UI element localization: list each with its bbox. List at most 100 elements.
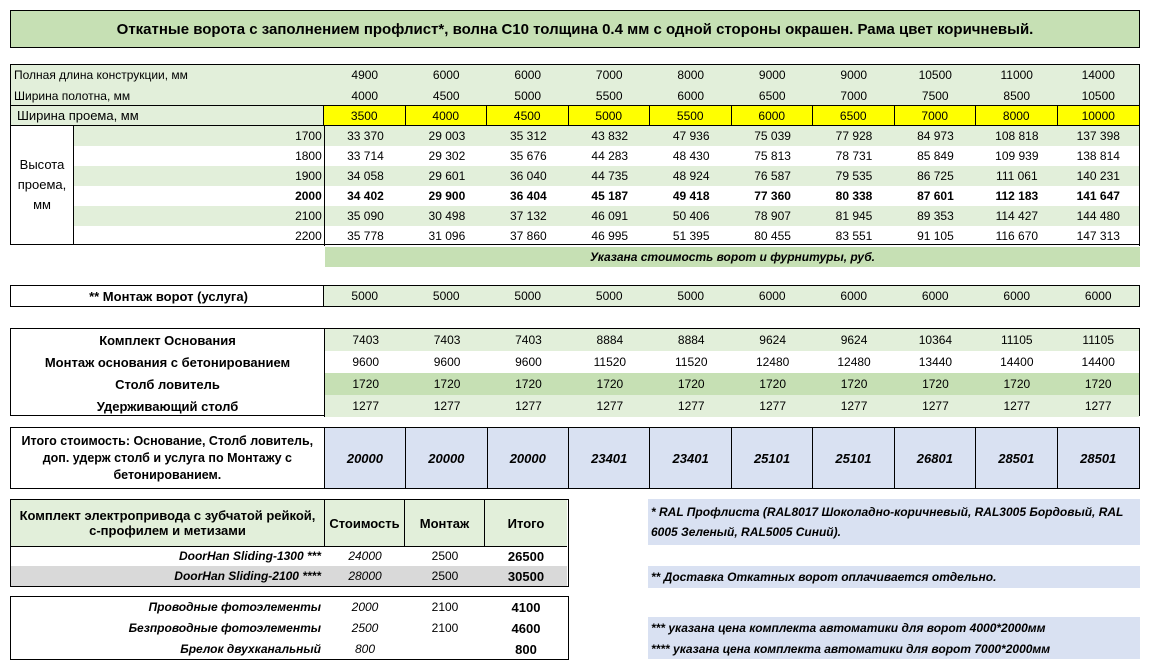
height-label-text: Высота проема, мм bbox=[17, 157, 67, 212]
accessory-name: Проводные фотоэлементы bbox=[148, 600, 321, 614]
opening-values: 3500 4000 4500 5000 5500 6000 6500 7000 … bbox=[324, 106, 1139, 125]
price-cell: 29 601 bbox=[428, 169, 466, 183]
price-cell: 78 731 bbox=[835, 149, 873, 163]
height-row: 1900 34 058 29 601 36 040 44 735 48 924 76 587… bbox=[74, 166, 1140, 186]
kit-row: Комплект Основания 7403 7403 7403 8884 8884 96… bbox=[11, 329, 1139, 351]
price-cell: 76 587 bbox=[754, 169, 791, 183]
kit-cell: 11105 bbox=[1082, 333, 1114, 347]
drive-table: Комплект электропривода с зубчатой рейко… bbox=[10, 499, 569, 587]
price-cell: 46 091 bbox=[591, 209, 629, 223]
length-cell: 11000 bbox=[1000, 68, 1033, 82]
length-row: Полная длина конструкции, мм 4900 6000 6… bbox=[10, 64, 1140, 85]
price-cell: 75 039 bbox=[754, 129, 791, 143]
kit-label: Удерживающий столб bbox=[11, 395, 325, 417]
width-cell: 5500 bbox=[595, 88, 623, 103]
width-cell: 6500 bbox=[758, 88, 786, 103]
accessories-table: Проводные фотоэлементы 2000 2100 4100 Бе… bbox=[10, 596, 569, 660]
price-cell: 108 818 bbox=[995, 129, 1039, 143]
kit-cell: 1720 bbox=[759, 377, 786, 391]
accessory-total: 4100 bbox=[511, 599, 541, 615]
kit-cell: 9600 bbox=[433, 355, 461, 369]
price-cell: 86 725 bbox=[917, 169, 954, 183]
width-cell: 10500 bbox=[1081, 88, 1115, 103]
length-cell: 10500 bbox=[918, 68, 952, 82]
price-cell: 51 395 bbox=[672, 229, 710, 243]
price-cell: 46 995 bbox=[591, 229, 629, 243]
width-row: Ширина полотна, мм 4000 4500 5000 5500 6… bbox=[10, 85, 1140, 106]
kit-cell: 1277 bbox=[1003, 399, 1031, 413]
opening-cell: 4000 bbox=[405, 106, 487, 125]
width-values: 4000 4500 5000 5500 6000 6500 7000 7500 … bbox=[324, 85, 1139, 106]
accessory-row: Проводные фотоэлементы 2000 2100 4100 bbox=[11, 597, 567, 617]
drive-header-cost: Стоимость bbox=[325, 500, 405, 546]
height-row: 2000 34 402 29 900 36 404 45 187 49 418 77 360… bbox=[74, 186, 1140, 206]
drive-header-total: Итого bbox=[507, 515, 545, 531]
kit-cell: 1720 bbox=[1003, 377, 1031, 391]
kit-cell: 1277 bbox=[759, 399, 786, 413]
price-cell: 29 302 bbox=[428, 149, 466, 163]
width-cell: 4500 bbox=[432, 88, 460, 103]
price-cell: 29 003 bbox=[428, 129, 466, 143]
height-value: 1700 bbox=[74, 126, 325, 146]
kit-cell: 14400 bbox=[1081, 355, 1115, 369]
kit-cell: 7403 bbox=[515, 333, 542, 347]
montage-cell: 6000 bbox=[1057, 286, 1139, 306]
price-cell: 112 183 bbox=[995, 189, 1039, 203]
price-cell: 37 860 bbox=[509, 229, 547, 243]
kit-cell: 11105 bbox=[1001, 333, 1033, 347]
opening-cell: 6000 bbox=[731, 106, 813, 125]
kit-cell: 1720 bbox=[352, 377, 380, 391]
kit-cell: 9624 bbox=[840, 333, 868, 347]
height-value: 1800 bbox=[74, 146, 325, 166]
price-cell: 91 105 bbox=[917, 229, 954, 243]
kit-cell: 11520 bbox=[593, 355, 627, 369]
kit-cell: 12480 bbox=[837, 355, 871, 369]
length-cell: 7000 bbox=[595, 68, 623, 82]
kit-cell: 9624 bbox=[759, 333, 786, 347]
length-cell: 9000 bbox=[758, 68, 786, 82]
montage-values: 5000 5000 5000 5000 5000 6000 6000 6000 6000 6000 bbox=[324, 286, 1139, 306]
opening-cell: 8000 bbox=[976, 106, 1058, 125]
kit-cell: 1277 bbox=[1084, 399, 1112, 413]
width-cell: 5000 bbox=[514, 88, 542, 103]
length-cell: 9000 bbox=[840, 68, 868, 82]
montage-cell: 6000 bbox=[894, 286, 976, 306]
accessory-mount: 2100 bbox=[431, 600, 459, 614]
kit-cell: 10364 bbox=[918, 333, 953, 347]
kit-cell: 1720 bbox=[922, 377, 949, 391]
price-cell: 37 132 bbox=[509, 209, 547, 223]
price-cell: 35 090 bbox=[347, 209, 384, 223]
price-cell: 36 040 bbox=[509, 169, 547, 183]
montage-cell: 5000 bbox=[487, 286, 569, 306]
length-cell: 8000 bbox=[677, 68, 705, 82]
kit-cell: 7403 bbox=[433, 333, 461, 347]
height-row: 2100 35 090 30 498 37 132 46 091 50 406 78 907… bbox=[74, 206, 1140, 226]
total-cell: 28501 bbox=[976, 428, 1058, 488]
kit-cell: 8884 bbox=[677, 333, 705, 347]
drive-header-name: Комплект электропривода с зубчатой рейко… bbox=[11, 500, 325, 546]
total-row: Итого стоимость: Основание, Столб ловите… bbox=[10, 427, 1140, 489]
kit-cell: 12480 bbox=[755, 355, 790, 369]
kit-cell: 1720 bbox=[433, 377, 461, 391]
auto-note-2: **** указана цена комплекта автоматики д… bbox=[648, 638, 1140, 659]
height-value: 2100 bbox=[74, 206, 325, 226]
price-cell: 109 939 bbox=[995, 149, 1039, 163]
total-cell: 20000 bbox=[325, 428, 407, 488]
accessory-mount: 2100 bbox=[431, 621, 459, 635]
price-cell: 116 670 bbox=[995, 229, 1039, 243]
kit-cell: 1720 bbox=[515, 377, 542, 391]
kit-cell: 1277 bbox=[433, 399, 461, 413]
kit-cell: 7403 bbox=[352, 333, 380, 347]
kit-values: 1720 1720 1720 1720 1720 1720 1720 1720 1720 1720 bbox=[325, 373, 1139, 395]
price-cell: 147 313 bbox=[1076, 229, 1120, 243]
price-cell: 140 231 bbox=[1076, 169, 1120, 183]
height-row: 1700 33 370 29 003 35 312 43 832 47 936 75 039… bbox=[74, 126, 1140, 146]
height-value: 1900 bbox=[74, 166, 325, 186]
price-cell: 80 338 bbox=[835, 189, 873, 203]
accessory-cost: 2000 bbox=[351, 600, 379, 614]
total-cell: 28501 bbox=[1080, 450, 1117, 466]
drive-total: 26500 bbox=[507, 548, 545, 564]
montage-cell: 6000 bbox=[813, 286, 895, 306]
kit-row: Столб ловитель 1720 1720 1720 1720 1720 1720 17… bbox=[11, 373, 1139, 395]
price-cell: 77 928 bbox=[835, 129, 873, 143]
